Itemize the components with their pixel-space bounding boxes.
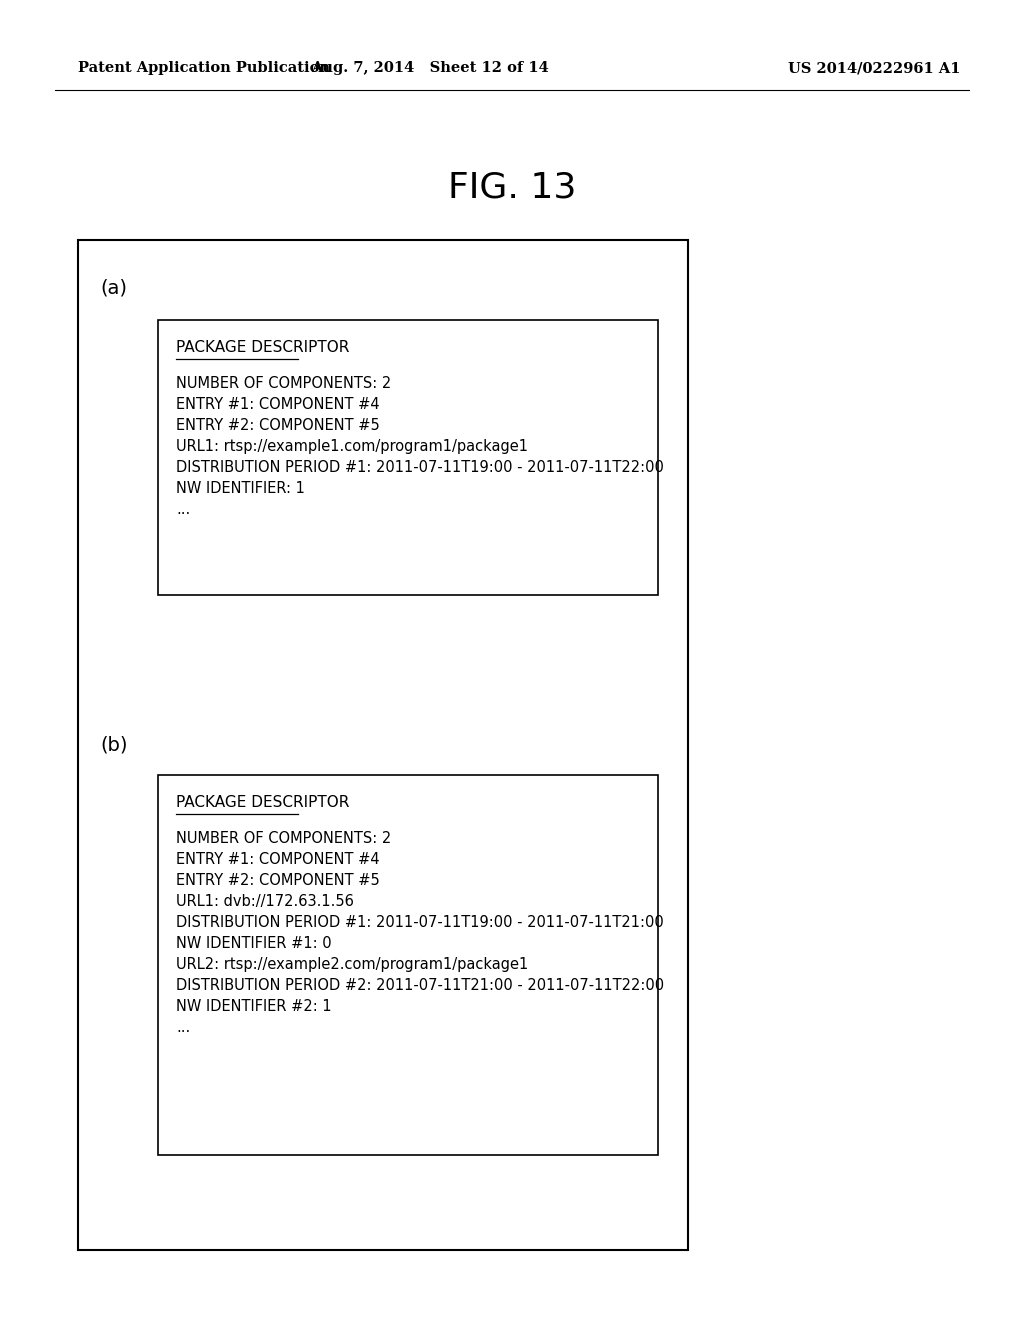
Text: Patent Application Publication: Patent Application Publication xyxy=(78,61,330,75)
Text: ENTRY #1: COMPONENT #4: ENTRY #1: COMPONENT #4 xyxy=(176,851,380,867)
Text: (b): (b) xyxy=(100,735,128,755)
Text: ENTRY #1: COMPONENT #4: ENTRY #1: COMPONENT #4 xyxy=(176,397,380,412)
Text: URL1: dvb://172.63.1.56: URL1: dvb://172.63.1.56 xyxy=(176,894,354,909)
Text: URL1: rtsp://example1.com/program1/package1: URL1: rtsp://example1.com/program1/packa… xyxy=(176,440,528,454)
Text: NUMBER OF COMPONENTS: 2: NUMBER OF COMPONENTS: 2 xyxy=(176,832,391,846)
Text: NUMBER OF COMPONENTS: 2: NUMBER OF COMPONENTS: 2 xyxy=(176,376,391,391)
Text: NW IDENTIFIER #1: 0: NW IDENTIFIER #1: 0 xyxy=(176,936,332,950)
Bar xyxy=(78,240,688,1250)
Text: PACKAGE DESCRIPTOR: PACKAGE DESCRIPTOR xyxy=(176,795,349,810)
Text: ENTRY #2: COMPONENT #5: ENTRY #2: COMPONENT #5 xyxy=(176,873,380,888)
Text: Aug. 7, 2014   Sheet 12 of 14: Aug. 7, 2014 Sheet 12 of 14 xyxy=(311,61,549,75)
Text: URL2: rtsp://example2.com/program1/package1: URL2: rtsp://example2.com/program1/packa… xyxy=(176,957,528,972)
Text: US 2014/0222961 A1: US 2014/0222961 A1 xyxy=(787,61,961,75)
Text: DISTRIBUTION PERIOD #1: 2011-07-11T19:00 - 2011-07-11T21:00: DISTRIBUTION PERIOD #1: 2011-07-11T19:00… xyxy=(176,915,664,931)
Text: FIG. 13: FIG. 13 xyxy=(447,172,577,205)
Text: DISTRIBUTION PERIOD #1: 2011-07-11T19:00 - 2011-07-11T22:00: DISTRIBUTION PERIOD #1: 2011-07-11T19:00… xyxy=(176,459,664,475)
Text: (a): (a) xyxy=(100,279,127,297)
Text: NW IDENTIFIER #2: 1: NW IDENTIFIER #2: 1 xyxy=(176,999,332,1014)
Text: NW IDENTIFIER: 1: NW IDENTIFIER: 1 xyxy=(176,480,305,496)
Text: ENTRY #2: COMPONENT #5: ENTRY #2: COMPONENT #5 xyxy=(176,418,380,433)
Bar xyxy=(158,319,658,595)
Text: ...: ... xyxy=(176,502,190,517)
Text: PACKAGE DESCRIPTOR: PACKAGE DESCRIPTOR xyxy=(176,341,349,355)
Text: ...: ... xyxy=(176,1020,190,1035)
Text: DISTRIBUTION PERIOD #2: 2011-07-11T21:00 - 2011-07-11T22:00: DISTRIBUTION PERIOD #2: 2011-07-11T21:00… xyxy=(176,978,665,993)
Bar xyxy=(158,775,658,1155)
